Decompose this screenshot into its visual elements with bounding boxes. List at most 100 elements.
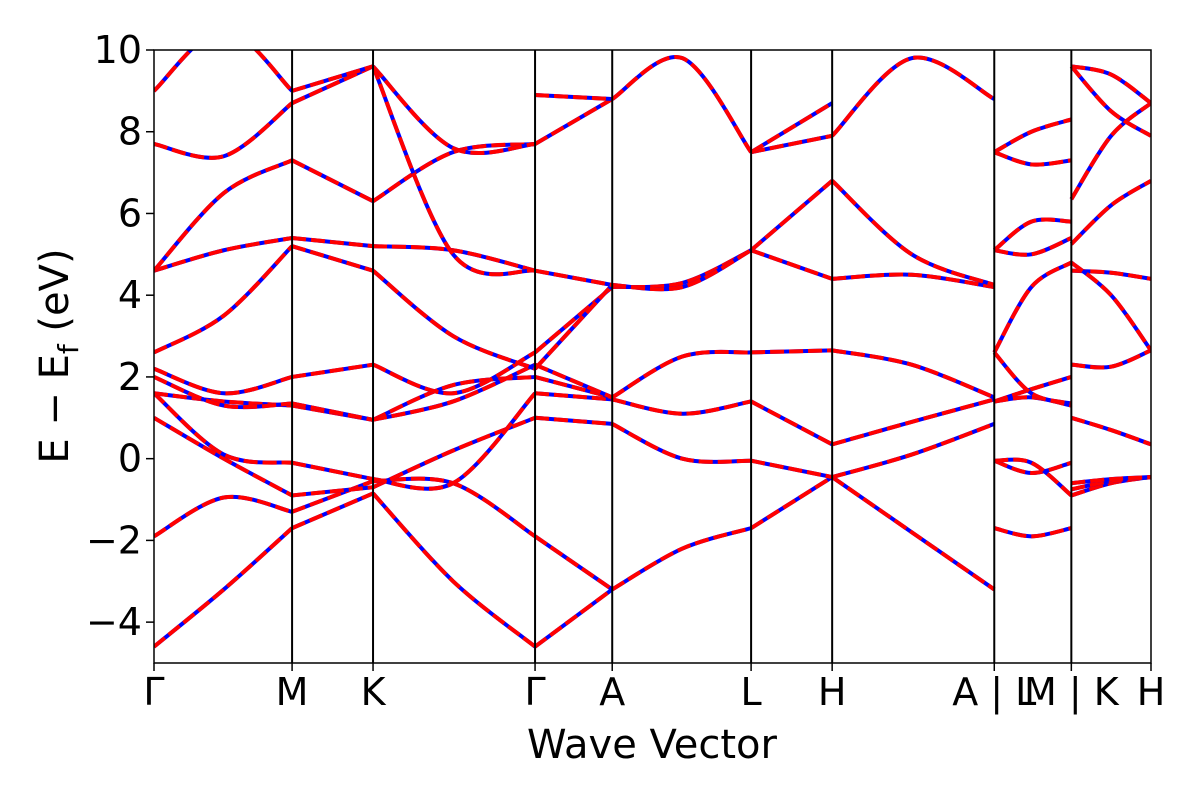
band-3-segment-3-red (534, 391, 613, 402)
band-12-segment-9-blue (1070, 64, 1151, 105)
band-0-segment-4-blue (611, 526, 752, 592)
y-axis-label: E − Ef (eV) (32, 248, 85, 463)
band-9-segment-6-blue (830, 55, 996, 138)
band-11-segment-0-blue (154, 50, 294, 93)
band-12-segment-6-red (1070, 260, 1151, 352)
band-1-segment-4-red (993, 526, 1072, 539)
band-6-segment-1-red (291, 362, 374, 379)
band-5-segment-0-blue (154, 375, 293, 410)
band-9-segment-2-blue (371, 142, 536, 203)
band-10-segment-0-red (154, 101, 294, 160)
band-0-segment-1-red (291, 491, 374, 530)
band-11-segment-0-red (154, 50, 294, 93)
band-0-segment-3-red (533, 587, 614, 649)
band-7-segment-2-blue (371, 269, 536, 371)
band-9-segment-7-red (993, 117, 1072, 154)
y-tick-label-1: −2 (86, 518, 142, 562)
band-1-segment-0-red (154, 494, 293, 539)
band-7-segment-4-red (612, 248, 753, 292)
x-tick-label-2: K (361, 670, 387, 714)
band-2-segment-6-red (831, 422, 995, 479)
band-3-segment-7-red (994, 457, 1073, 497)
band-6-segment-6-red (832, 272, 995, 290)
y-tick-label-0: −4 (86, 600, 142, 644)
band-3-segment-4-red (611, 397, 752, 416)
band-12-segment-0-red (1070, 475, 1151, 498)
band-8-segment-0-red (154, 236, 293, 273)
band-7-segment-7-red (992, 351, 1072, 406)
band-4-segment-4-red (611, 349, 752, 400)
band-2-segment-7-red (993, 458, 1072, 475)
band-12-segment-8-blue (1069, 101, 1151, 201)
band-0-segment-6-red (831, 475, 996, 592)
band-1-segment-3-red (533, 534, 614, 592)
x-axis-label: Wave Vector (527, 722, 778, 768)
x-tick-label-8: M | K (1024, 670, 1120, 715)
band-8-segment-3-red (534, 268, 613, 287)
band-9-segment-2-red (371, 142, 536, 203)
band-2-segment-1-red (291, 485, 374, 498)
band-2-segment-4-blue (611, 422, 752, 464)
band-2-segment-0-red (154, 416, 294, 498)
high-symmetry-lines (291, 50, 1073, 663)
band-0-segment-2-red (371, 492, 537, 649)
x-tick-label-9: H (1137, 670, 1166, 714)
band-4-segment-6-blue (831, 348, 996, 400)
band-6-segment-7-red (992, 260, 1073, 354)
x-tick-label-1: M (276, 670, 309, 714)
band-2-segment-2-red (372, 415, 536, 490)
band-12-segment-10-red (1069, 65, 1151, 138)
band-9-segment-0-red (154, 158, 293, 273)
y-axis-label-main: E − E (32, 354, 78, 464)
band-2-segment-3-red (534, 415, 613, 426)
band-10-segment-1-red (291, 64, 374, 105)
band-11-segment-2-red (371, 65, 536, 277)
band-7-segment-5-blue (749, 179, 834, 252)
band-9-segment-5-red (750, 133, 833, 155)
y-tick-label-5: 6 (118, 191, 142, 235)
band-9-segment-4-red (611, 55, 753, 154)
band-7-segment-0-blue (154, 244, 294, 355)
band-5-segment-1-red (291, 401, 374, 422)
band-9-segment-6-red (830, 55, 996, 138)
band-1-segment-0-blue (154, 494, 293, 539)
band-1-segment-2-blue (372, 476, 537, 538)
band-1-segment-1-red (291, 479, 374, 514)
y-tick-label-6: 8 (118, 110, 142, 154)
band-3-segment-2-red (372, 391, 537, 491)
band-12-segment-8-red (1069, 101, 1151, 201)
band-8-segment-1-red (291, 235, 374, 249)
band-11-segment-1-red (291, 64, 374, 93)
band-6-segment-5-red (750, 248, 833, 281)
band-12-segment-10-blue (1069, 65, 1151, 138)
band-4-segment-6-red (831, 348, 996, 400)
band-7-segment-6-red (830, 179, 995, 287)
band-7-segment-0-red (154, 244, 294, 355)
x-tick-label-0: Γ (143, 670, 164, 714)
y-tick-label-2: 0 (118, 437, 142, 481)
y-axis-label-unit: (eV) (32, 248, 78, 344)
band-5-segment-2-red (372, 362, 536, 422)
band-7-segment-3-blue (533, 283, 614, 371)
band-6-segment-7-blue (992, 260, 1073, 354)
band-10-segment-5-red (993, 150, 1072, 167)
band-12-segment-7-red (1069, 179, 1151, 246)
band-8-segment-2-red (372, 244, 536, 273)
x-tick-label-5: L (741, 670, 762, 714)
band-7-segment-6-blue (830, 179, 995, 287)
band-0-segment-4-red (611, 526, 752, 592)
band-3-segment-0-red (154, 391, 293, 465)
band-3-segment-1-red (291, 460, 374, 482)
band-6-segment-4-red (612, 248, 752, 290)
band-10-segment-3-red (534, 92, 613, 102)
band-5-segment-3-red (534, 362, 614, 400)
band-9-segment-4-blue (611, 55, 753, 154)
x-tick-label-6: H (818, 670, 847, 714)
band-8-segment-4-red (993, 236, 1073, 257)
x-axis-ticks: Γ M K Γ A L H A | LM | K H (143, 663, 1165, 715)
band-10-segment-2-red (371, 64, 536, 156)
band-1-segment-2-red (372, 476, 537, 538)
band-12-segment-1-red (1070, 475, 1151, 492)
band-12-segment-9-red (1070, 64, 1151, 105)
